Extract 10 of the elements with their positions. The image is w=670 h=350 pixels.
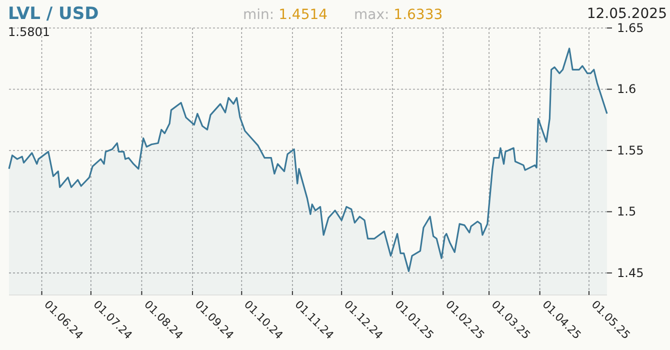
chart-title: LVL / USD	[8, 4, 99, 24]
y-tick-label: 1.55	[617, 143, 644, 158]
y-tick-label: 1.45	[617, 266, 644, 280]
y-tick-label: 1.5	[617, 204, 636, 219]
y-tick-label: 1.65	[617, 21, 644, 35]
text: min: 1.4514	[243, 7, 328, 23]
text: 12.05.2025	[586, 6, 667, 22]
y-tick-label: 1.6	[617, 82, 636, 96]
text: max: 1.6333	[354, 7, 443, 23]
annotation: 1.5801	[8, 25, 50, 39]
